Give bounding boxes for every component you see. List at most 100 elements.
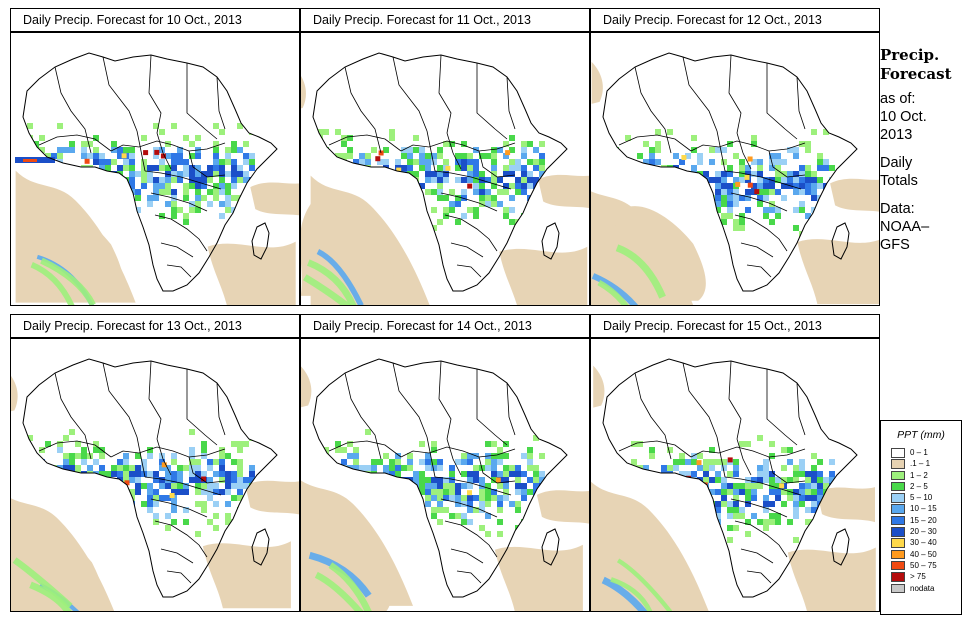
precip-cell [329,465,335,471]
precip-cell [207,177,213,183]
border-line [716,436,726,478]
heavy-precip-cell [23,159,37,162]
precip-cell [177,153,183,159]
precip-cell [189,471,195,477]
precip-cell [509,147,515,153]
precip-cell [613,165,619,171]
precip-cell [817,489,823,495]
precip-cell [69,465,75,471]
precip-cell [685,153,691,159]
precip-cell [461,483,467,489]
precip-cell [673,477,679,483]
precip-cell [243,153,249,159]
light-precip-area [593,365,605,408]
precip-cell [643,201,649,207]
precip-cell [679,189,685,195]
precip-cell [225,171,231,177]
precip-cell [673,513,679,519]
legend-label: > 75 [910,572,926,582]
precip-cell [479,171,485,177]
precip-cell [527,177,533,183]
precip-cell [147,195,153,201]
heavy-precip-cell [688,493,694,499]
precip-cell [527,183,533,189]
precip-cell [81,453,87,459]
precip-cell [153,189,159,195]
precip-cell [365,189,371,195]
precip-cell [425,495,431,501]
border-line [110,140,226,152]
light-precip-area [245,480,299,515]
precip-cell [105,165,111,171]
precip-cell [625,159,631,165]
precip-cell [213,489,219,495]
country-borders [38,360,226,584]
precip-cell [425,165,431,171]
precip-cell [649,147,655,153]
precip-cell [751,489,757,495]
precip-cell [129,171,135,177]
precip-cell [201,447,207,453]
precip-cell [715,489,721,495]
precip-cell [93,147,99,153]
precip-cell [135,471,141,477]
precip-cell [383,207,389,213]
precip-cell [57,165,63,171]
precip-cell [383,171,389,177]
precip-cell [497,501,503,507]
precip-cell [219,201,225,207]
precip-cell [189,171,195,177]
precip-cell [159,483,165,489]
precip-cell [159,183,165,189]
panel-title: Daily Precip. Forecast for 11 Oct., 2013 [300,8,590,32]
precip-cell [539,153,545,159]
precip-cell [667,207,673,213]
precip-cell [69,177,75,183]
precip-cell [739,195,745,201]
precip-cell [491,489,497,495]
precip-cell [449,189,455,195]
precip-cell [419,489,425,495]
precip-cell [479,189,485,195]
rain-band [30,262,75,305]
precip-cell [171,501,177,507]
precip-cell [153,519,159,525]
precip-cell [27,147,33,153]
ocean-precip-streaks [12,557,80,611]
precip-cell [805,189,811,195]
legend-swatch [891,515,905,526]
precip-cell [165,201,171,207]
precip-cell [371,477,377,483]
precip-cell [763,495,769,501]
precip-cell [313,147,317,153]
precip-cell [443,213,449,219]
precip-cell [419,519,425,525]
precip-cell [443,171,449,177]
precip-cell [649,195,655,201]
precip-cell [721,195,727,201]
precip-cell [733,489,739,495]
precip-cell [23,135,27,141]
precip-cell [685,195,691,201]
legend-item: 15 – 20 [881,515,961,526]
precip-cell [461,453,467,459]
precip-cell [455,201,461,207]
precip-map [10,338,300,612]
precip-cell [443,483,449,489]
precip-cell [691,189,697,195]
precip-cell [793,537,799,543]
precip-cell [473,189,479,195]
border-line [440,498,498,518]
precip-cell [93,441,99,447]
precip-cell [93,153,99,159]
precip-cell [485,489,491,495]
precip-cell [129,159,135,165]
precip-cell [129,153,135,159]
precip-cell [667,165,673,171]
precip-cell [649,177,655,183]
precip-cell [57,177,63,183]
precip-cell [461,495,467,501]
precip-cell [703,471,709,477]
precip-cell [823,519,829,525]
precip-cell [793,501,799,507]
